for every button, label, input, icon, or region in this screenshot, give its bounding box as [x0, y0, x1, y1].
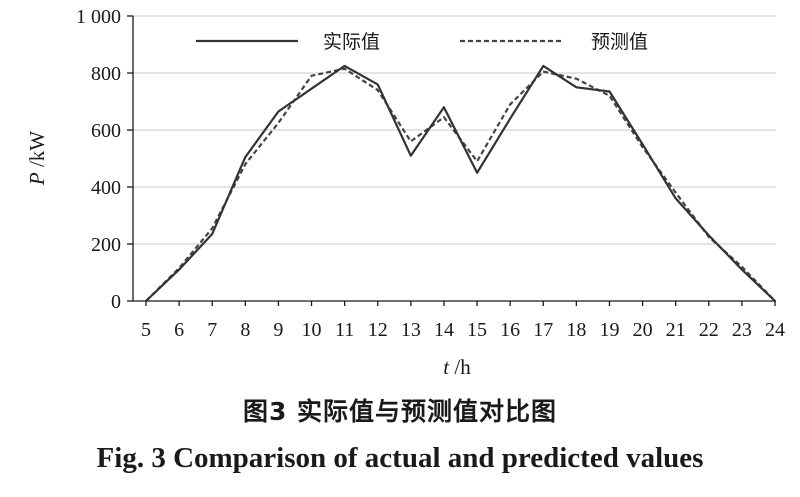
x-tick-label-18: 23	[732, 319, 752, 341]
series-predicted-line	[145, 67, 776, 302]
y-tick-label-1: 200	[91, 234, 121, 256]
x-tick-labels: 5 6 7 8 9 10 11 12 13 14 15 16 17 18 19 20 21 22 23 24	[141, 319, 785, 341]
x-tick-label-6: 11	[335, 319, 354, 341]
x-tick-label-16: 21	[666, 319, 686, 341]
x-tick-label-3: 8	[240, 319, 250, 341]
x-tick-label-10: 15	[467, 319, 487, 341]
legend-label-actual: 实际值	[323, 31, 380, 53]
legend-label-predicted: 预测值	[591, 31, 648, 53]
legend: 实际值 预测值	[196, 31, 648, 53]
y-tick-label-4: 800	[91, 63, 121, 85]
series-lines	[145, 64, 776, 302]
y-tick-label-3: 600	[91, 120, 121, 142]
x-tick-label-13: 18	[566, 319, 586, 341]
line-chart: 0 200 400 600 800 1 000 5 6 7 8 9 10 11 12 13 14 15 16 17…	[25, 6, 785, 379]
x-tick-label-12: 17	[533, 319, 553, 341]
x-tick-label-14: 19	[599, 319, 619, 341]
y-axis-unit: /kW	[25, 131, 49, 173]
x-tick-label-5: 10	[302, 319, 322, 341]
x-tick-label-11: 16	[500, 319, 520, 341]
x-tick-label-1: 6	[174, 319, 184, 341]
figure-caption-chinese: 图3 实际值与预测值对比图	[242, 397, 558, 426]
axes	[127, 15, 776, 306]
y-axis-title: P /kW	[25, 131, 49, 186]
x-tick-label-19: 24	[765, 319, 785, 341]
series-actual-line	[145, 64, 776, 302]
x-tick-label-9: 14	[434, 319, 454, 341]
y-axis-variable: P	[25, 172, 49, 186]
x-tick-label-7: 12	[368, 319, 388, 341]
x-axis-variable: t	[443, 355, 450, 379]
y-tick-label-2: 400	[91, 177, 121, 199]
x-axis-unit: /h	[449, 355, 471, 379]
x-tick-label-15: 20	[633, 319, 653, 341]
y-tick-labels: 0 200 400 600 800 1 000	[76, 6, 121, 313]
x-tick-label-2: 7	[207, 319, 217, 341]
x-tick-label-8: 13	[401, 319, 421, 341]
y-tick-label-0: 0	[111, 291, 121, 313]
figure-caption-english: Fig. 3 Comparison of actual and predicte…	[96, 442, 704, 474]
x-tick-label-17: 22	[699, 319, 719, 341]
x-tick-label-4: 9	[273, 319, 283, 341]
x-tick-label-0: 5	[141, 319, 151, 341]
x-axis-title: t /h	[443, 355, 471, 379]
y-tick-label-5: 1 000	[76, 6, 121, 28]
